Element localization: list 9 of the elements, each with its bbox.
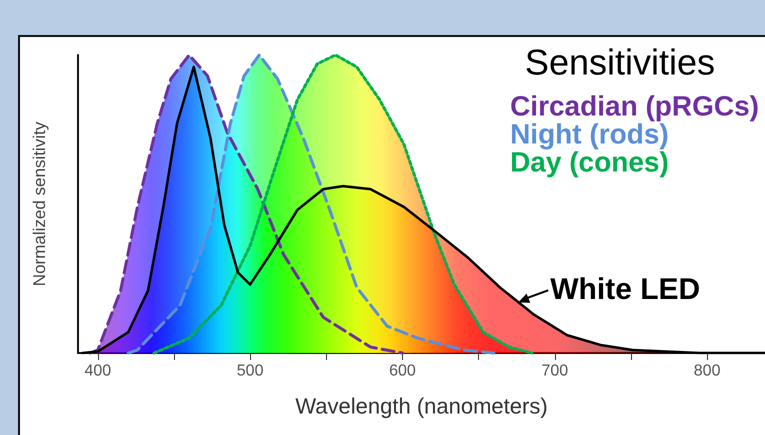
x-axis-title: Wavelength (nanometers) [295, 394, 548, 418]
x-tick-label: 400 [84, 362, 112, 380]
x-tick-label: 700 [541, 362, 568, 380]
annotation: White LED [550, 272, 700, 306]
y-axis-title: Normalized sensitivity [30, 121, 49, 286]
x-tick-label: 800 [694, 362, 721, 380]
x-tick-label: 500 [236, 362, 264, 380]
x-tick-label: 600 [389, 362, 416, 380]
legend-title: Sensitivities [524, 42, 716, 82]
